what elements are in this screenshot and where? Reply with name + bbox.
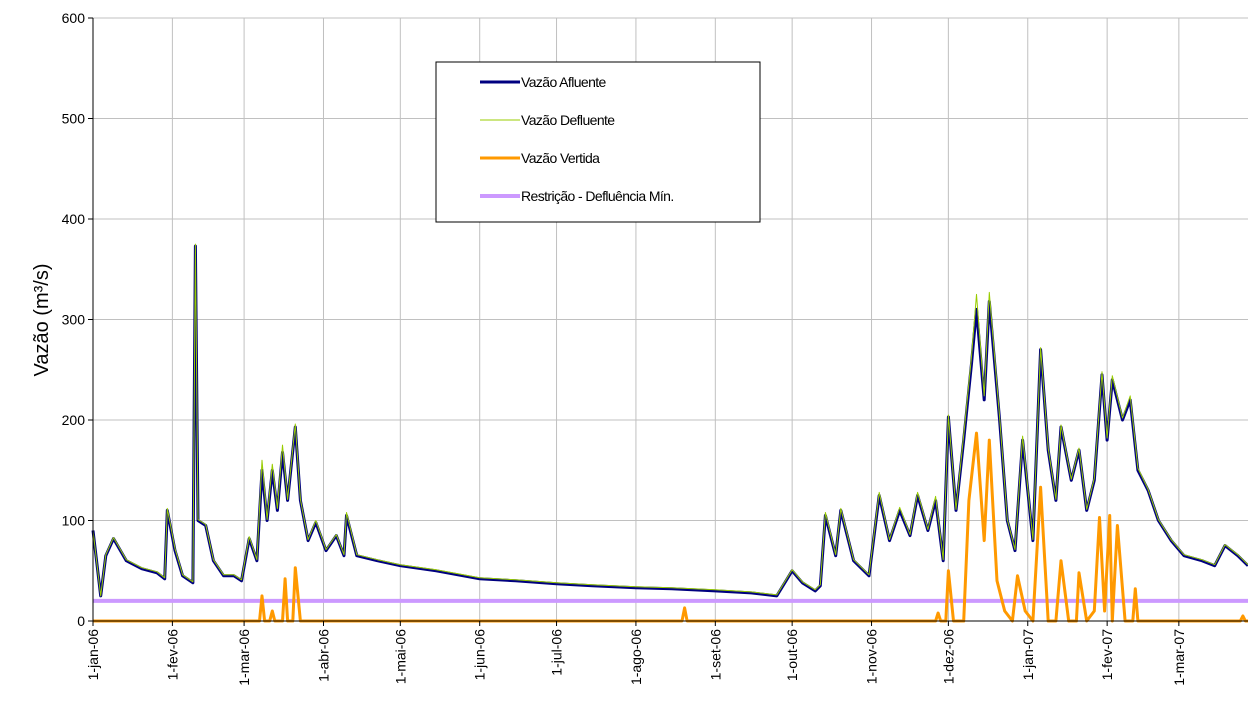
- y-axis-title: Vazão (m³/s): [31, 264, 53, 377]
- legend-label: Vazão Afluente: [521, 74, 607, 90]
- x-tick-label: 1-nov-06: [864, 629, 880, 684]
- x-tick-label: 1-fev-06: [164, 629, 180, 681]
- x-tick-label: 1-jul-06: [549, 629, 565, 676]
- series-line: [91, 244, 1248, 598]
- x-tick-label: 1-mar-07: [1171, 629, 1187, 686]
- x-tick-label: 1-abr-06: [315, 629, 331, 682]
- x-tick-label: 1-jan-07: [1020, 629, 1036, 681]
- y-tick-label: 600: [62, 10, 86, 26]
- x-tick-label: 1-dez-06: [940, 629, 956, 684]
- x-tick-label: 1-mar-06: [236, 629, 252, 686]
- x-tick-label: 1-jan-06: [85, 629, 101, 681]
- y-tick-label: 300: [62, 312, 86, 328]
- y-tick-label: 400: [62, 211, 86, 227]
- x-tick-label: 1-out-06: [784, 629, 800, 681]
- axes: 0 100 200 300 400 500 600 1-jan-06 1-fev-06 1-mar…: [62, 10, 1248, 686]
- x-tick-label: 1-jun-06: [472, 629, 488, 681]
- series-line: [92, 243, 1248, 597]
- y-tick-label: 0: [77, 613, 85, 629]
- legend: Vazão Afluente Vazão Defluente Vazão Verti…: [435, 61, 761, 223]
- legend-label: Restrição - Defluência Mín.: [521, 188, 674, 204]
- legend-label: Vazão Defluente: [521, 112, 615, 128]
- y-tick-label: 500: [62, 111, 86, 127]
- x-tick-label: 1-ago-06: [628, 629, 644, 685]
- legend-label: Vazão Vertida: [521, 150, 600, 166]
- y-tick-label: 200: [62, 412, 86, 428]
- series-lines: [91, 243, 1248, 623]
- y-tick-label: 100: [62, 513, 86, 529]
- x-tick-label: 1-mai-06: [392, 629, 408, 684]
- x-tick-label: 1-set-06: [707, 629, 723, 681]
- x-tick-label: 1-fev-07: [1099, 629, 1115, 681]
